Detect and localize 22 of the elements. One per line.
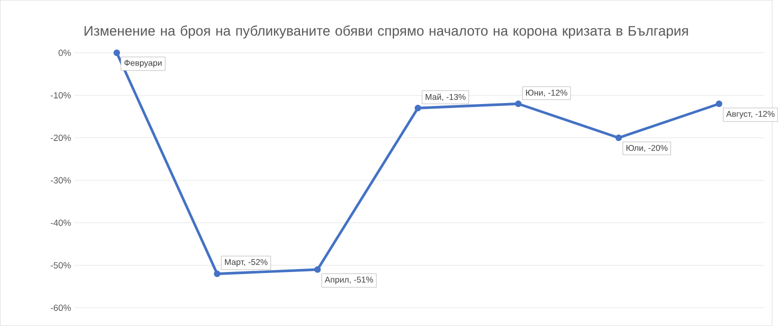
y-tick-label: 0%	[58, 50, 71, 56]
point	[214, 270, 220, 278]
chart-title: Изменение на броя на публикуваните обяви спрямо началото на корона кризата в България	[84, 26, 688, 39]
point	[114, 50, 120, 56]
point	[716, 100, 722, 108]
point	[414, 104, 422, 112]
data-label: Юни, -12%	[526, 90, 568, 97]
point	[314, 266, 321, 273]
data-label: Март, -52%	[224, 259, 268, 267]
data-label: Май, -13%	[426, 94, 466, 101]
point	[515, 100, 522, 108]
data-label: Юли, -20%	[626, 145, 668, 152]
y-tick-label: -40%	[50, 220, 71, 226]
y-tick-label: -60%	[50, 304, 71, 312]
point	[615, 134, 622, 142]
y-tick-label: -50%	[50, 262, 71, 269]
y-tick-label: -10%	[50, 92, 71, 99]
data-label: Февруари	[124, 60, 162, 68]
data-label: Август, -12%	[726, 111, 775, 119]
y-tick-label: -20%	[50, 134, 71, 142]
data-label: Април, -51%	[324, 276, 374, 284]
y-tick-label: -30%	[50, 177, 71, 184]
